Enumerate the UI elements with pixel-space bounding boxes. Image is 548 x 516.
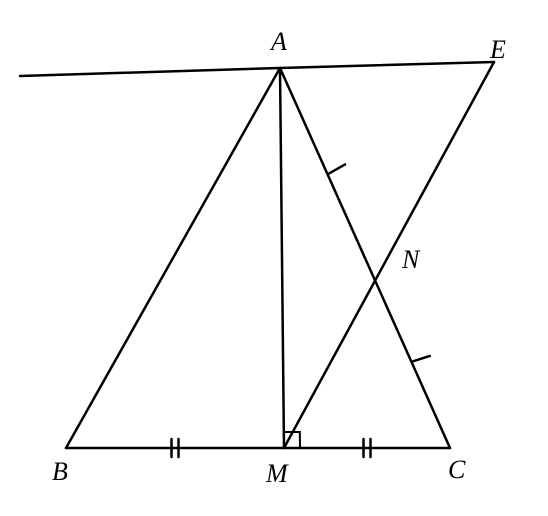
label-C: C [448, 455, 466, 484]
label-A: A [269, 27, 287, 56]
label-N: N [401, 245, 421, 274]
tick-marks-group [172, 164, 430, 457]
label-E: E [489, 35, 506, 64]
label-M: M [265, 459, 289, 488]
segments-group [20, 62, 494, 448]
geometry-figure: A E N B M C [0, 0, 548, 516]
label-B: B [52, 457, 68, 486]
